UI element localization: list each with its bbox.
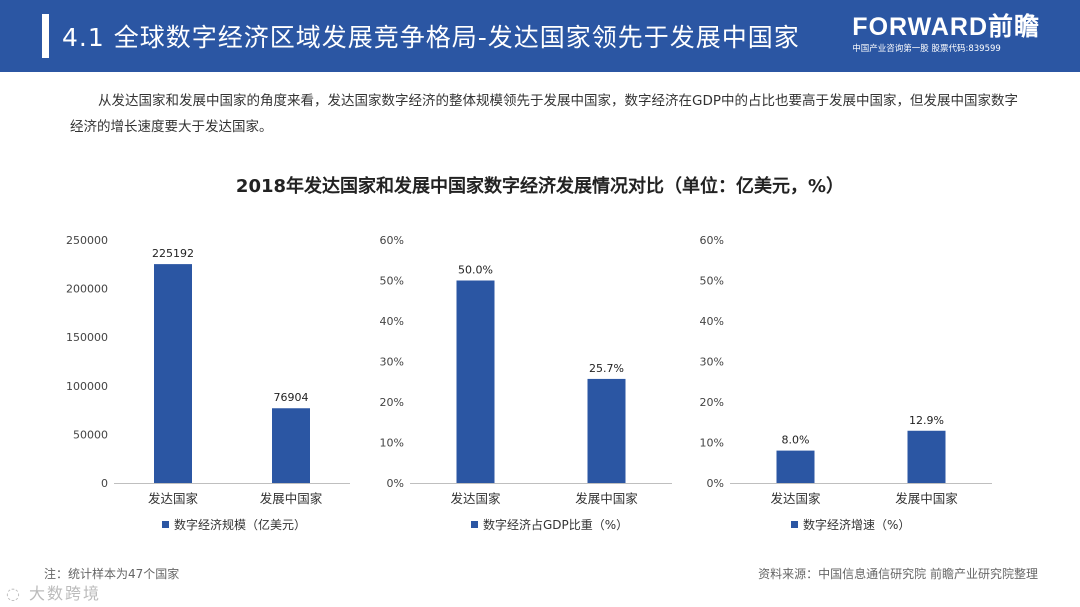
y-tick-label: 40% [700,315,724,328]
header-banner: 4.1 全球数字经济区域发展竞争格局-发达国家领先于发展中国家 FORWARD前… [0,0,1080,72]
y-tick-label: 20% [380,396,404,409]
logo-tagline: 中国产业咨询第一股 股票代码:839599 [852,44,1001,54]
watermark-text: 大数跨境 [29,584,102,603]
x-tick-label: 发展中国家 [575,491,638,506]
logo-brand-text: FORWARD前瞻 [852,13,1040,41]
y-tick-label: 50000 [73,428,108,441]
chart-svg-gdp-share: 0% 10% 20% 30% 40% 50% 60% 50.0% 发达国家 25.7% 发展中国家数… [380,234,672,532]
data-label: 25.7% [589,362,624,375]
legend-label: 数字经济规模（亿美元） [174,517,306,532]
intro-paragraph: 从发达国家和发展中国家的角度来看，发达国家数字经济的整体规模领先于发展中国家，数… [70,93,1018,135]
bar [154,264,192,483]
y-tick-label: 10% [380,437,404,450]
page-title: 4.1 全球数字经济区域发展竞争格局-发达国家领先于发展中国家 [62,23,800,52]
watermark-logo: ◌ 大数跨境 [6,584,102,603]
y-tick-label: 0% [707,477,724,490]
charts-title: 2018年发达国家和发展中国家数字经济发展情况对比（单位：亿美元，%） [235,176,845,197]
chart-digital-economy-scale: 0 50000 100000 150000 200000 250000 225192 发达国家… [40,225,360,545]
y-tick-label: 250000 [66,234,108,247]
x-tick-label: 发展中国家 [260,491,323,506]
data-label: 8.0% [782,434,810,447]
data-label: 225192 [152,247,194,260]
legend-swatch [471,521,478,528]
bar [272,408,310,483]
bar [587,378,626,483]
y-tick-label: 60% [380,234,404,247]
y-tick-label: 50% [700,275,724,288]
y-tick-label: 0 [101,477,108,490]
y-tick-label: 60% [700,234,724,247]
y-tick-label: 30% [380,356,404,369]
x-tick-label: 发达国家 [450,491,501,506]
chart-growth-rate: 0% 10% 20% 30% 40% 50% 60% 8.0% 发达国家 12.9% 发展中国家数字… [690,225,1010,545]
legend-swatch [791,521,798,528]
footnote: 注：统计样本为47个国家 [44,567,180,581]
y-tick-label: 150000 [66,331,108,344]
chart-svg-scale: 0 50000 100000 150000 200000 250000 225192 发达国家… [66,234,350,532]
bar [456,280,495,483]
source-note: 资料来源：中国信息通信研究院 前瞻产业研究院整理 [758,567,1038,581]
bar [907,430,946,483]
y-tick-label: 20% [700,396,724,409]
legend-label: 数字经济增速（%） [803,517,910,532]
x-tick-label: 发展中国家 [895,491,958,506]
y-tick-label: 0% [387,477,404,490]
x-tick-label: 发达国家 [770,491,821,506]
y-tick-label: 100000 [66,380,108,393]
y-tick-label: 40% [380,315,404,328]
chart-gdp-share: 0% 10% 20% 30% 40% 50% 60% 50.0% 发达国家 25.7% 发展中国家数… [370,225,680,545]
bar [776,450,815,483]
y-tick-label: 200000 [66,283,108,296]
y-tick-label: 30% [700,356,724,369]
legend-label: 数字经济占GDP比重（%） [483,517,628,532]
chart-svg-growth: 0% 10% 20% 30% 40% 50% 60% 8.0% 发达国家 12.9% 发展中国家数字… [700,234,992,532]
y-tick-label: 10% [700,437,724,450]
y-tick-label: 50% [380,275,404,288]
data-label: 76904 [274,391,309,404]
legend-swatch [162,521,169,528]
data-label: 12.9% [909,414,944,427]
title-accent-bar [42,14,49,58]
data-label: 50.0% [458,264,493,277]
brand-logo: FORWARD前瞻 中国产业咨询第一股 股票代码:839599 [852,14,1040,54]
x-tick-label: 发达国家 [148,491,199,506]
